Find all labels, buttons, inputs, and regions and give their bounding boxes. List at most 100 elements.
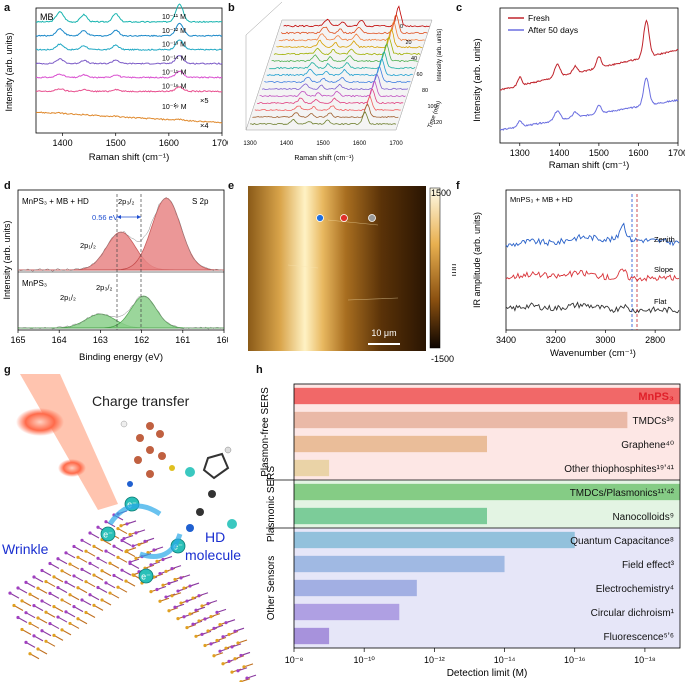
panel-g-atom-l-10-5 (108, 591, 112, 595)
panel-g-bond-l-9-0 (81, 539, 92, 546)
panel-e-marker-2 (368, 214, 376, 222)
panel-g-bond-l-6-1 (61, 570, 72, 577)
panel-g-atom-r-10-4 (218, 649, 222, 653)
panel-g-atom-l-9-2 (88, 561, 92, 565)
panel-f-label-slope: Slope (654, 265, 673, 274)
panel-g-atom-l-2-2 (32, 603, 36, 608)
panel-a-series-6 (35, 111, 223, 124)
panel-g-atom-r-8-3 (197, 619, 201, 623)
panel-g-atom-l-6-2 (64, 580, 68, 584)
panel-h-chart: MnPS₃ TMDCs³⁹ Graphene⁴⁰ Other thiophosphit… (260, 383, 681, 679)
panel-a-xlabel: Raman shift (cm⁻¹) (89, 152, 170, 163)
panel-h-xtick-5: 10⁻¹⁸ (634, 655, 656, 665)
panel-h-cat-label-4: TMDCs/Plasmonics¹¹ʼ⁴² (570, 488, 675, 499)
panel-g-bond-l-3-3 (45, 611, 56, 618)
panel-g-electron-label-1: e⁻ (103, 530, 113, 540)
panel-g-bond-l-8-0 (73, 545, 84, 552)
panel-g-bond-l-11-2 (105, 550, 116, 557)
panel-g-bond-l-8-3 (85, 581, 96, 588)
panel-b-xtick-1: 1400 (280, 141, 294, 147)
panel-g-bond-l-0-0 (9, 592, 20, 599)
panel-b-series-12 (254, 95, 401, 112)
panel-d-xtick-1: 164 (52, 335, 67, 345)
panel-g-atom-r-2-1 (137, 542, 141, 547)
panel-g-atom-l-4-0 (40, 568, 44, 573)
panel-g-bond-l-3-5 (53, 634, 64, 641)
panel-c-ylabel: Intensity (arb. units) (472, 38, 483, 121)
panel-g-bond-l-4-3 (53, 606, 64, 613)
panel-g-atom-r-7-1 (182, 586, 186, 590)
panel-g-atom-l-6-3 (68, 593, 72, 597)
panel-h-cat-label-9: Circular dichroism¹ (591, 608, 675, 619)
panel-g-bond-l-4-0 (41, 570, 52, 576)
panel-g-bond-l-5-3 (61, 599, 72, 606)
panel-h-bar-2 (294, 435, 487, 453)
panel-g-atom-r-0-2 (122, 536, 126, 541)
panel-g-atom-r-12-4 (236, 669, 240, 673)
panel-b-series-2 (278, 19, 425, 42)
panel-h-cat-label-0: MnPS₃ (638, 391, 674, 403)
panel-g-atom-l-13-1 (116, 526, 120, 531)
panel-a-series-1 (35, 22, 223, 37)
panel-g-atom-l-11-3 (108, 561, 112, 565)
panel-g-bond-l-2-3 (37, 617, 48, 624)
panel-g-bond-l-0-5 (29, 653, 40, 660)
panel-g-bond-l-9-3 (93, 574, 104, 581)
panel-b-chart: 1300 1400 1500 1600 1700 0 20 40 60 80 100 120 Ram… (243, 1, 443, 162)
panel-g-atom-r-9-5 (212, 654, 216, 658)
panel-g-atom-r-7-2 (185, 599, 189, 603)
panel-f-chart: IR amplitude (arb. units) Wavenumber (cm… (472, 189, 681, 359)
panel-a-xtick-1: 1500 (106, 138, 126, 148)
panel-g-atom-r-5-4 (173, 605, 177, 609)
panel-g-bond-l-13-3 (125, 551, 136, 558)
panel-g-atom-l-11-4 (112, 573, 116, 578)
panel-g-atom-r-9-1 (200, 604, 204, 608)
panel-d-shift-label: 0.56 eV (92, 213, 118, 222)
panel-g-transfer-arrow-2 (139, 533, 183, 559)
panel-g-bond-l-3-1 (37, 587, 48, 594)
panel-g-atom-r-5-0 (161, 557, 165, 562)
panel-g-atom-r-5-2 (167, 581, 171, 586)
panel-a-annot-dots: ⋮ (172, 103, 179, 110)
panel-g-atom-r-4-2 (158, 572, 162, 576)
panel-g-atom-r-5-3 (170, 594, 174, 598)
panel-d-top-label: MnPS₃ + MB + HD (22, 197, 89, 206)
panel-f-xtick-2: 3000 (595, 335, 615, 345)
panel-g-atom-r-7-3 (188, 612, 192, 616)
panel-g-bond-l-2-5 (45, 640, 56, 647)
panel-c-chart: Intensity (arb. units) Raman shift (cm⁻¹… (472, 7, 685, 171)
panel-e-texture (287, 219, 399, 301)
panel-h-cat-label-6: Quantum Capacitance⁸ (570, 536, 674, 547)
panel-h-xtick-3: 10⁻¹⁴ (494, 655, 516, 665)
panel-g-atom-l-0-1 (12, 603, 16, 608)
panel-g-atom-l-0-5 (28, 652, 32, 656)
panel-label-e: e (228, 180, 235, 192)
panel-g-atom-r-8-2 (194, 608, 198, 612)
panel-a-legend-5: 10⁻¹⁶ M (162, 83, 187, 90)
panel-g-atom-l-5-0 (48, 561, 52, 566)
panel-g-atom-l-5-2 (56, 585, 60, 590)
panel-g-atom-r-11-3 (224, 646, 228, 650)
panel-label-f: f (456, 180, 460, 192)
panel-g-atom-l-0-2 (16, 615, 20, 620)
panel-g-atom-l-1-4 (32, 634, 36, 638)
panel-g-atom-r-11-4 (227, 659, 231, 663)
panel-g-atom-r-8-0 (188, 584, 192, 588)
panel-b-series-4 (273, 36, 421, 56)
panel-g-bond-l-5-2 (57, 587, 68, 594)
panel-g-bond-l-6-3 (69, 594, 80, 601)
panel-g-atom-r-1-2 (131, 544, 135, 548)
panel-g-atom-l-6-1 (60, 569, 64, 573)
panel-g-atom-l-12-0 (104, 520, 108, 524)
panel-g-bond-l-10-0 (89, 532, 100, 539)
panel-g-atom-r-11-5 (230, 670, 234, 674)
panel-a-series-4 (35, 70, 222, 79)
panel-g-atom-l-8-4 (88, 593, 92, 597)
panel-g-bond-l-3-2 (41, 600, 52, 607)
panel-h-cat-label-1: TMDCs³⁹ (633, 416, 675, 427)
panel-h-group-title-2: Other Sensors (266, 556, 277, 620)
panel-g-wrinkle: Wrinkle (2, 541, 49, 557)
panel-g-atom-l-9-3 (92, 573, 96, 577)
panel-c-series-0 (499, 19, 679, 91)
panel-g-atom-r-7-0 (179, 576, 183, 580)
